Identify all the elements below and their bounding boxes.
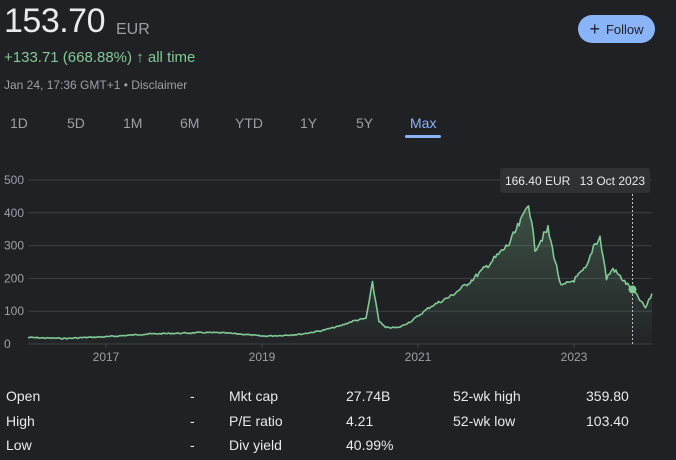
tab-1y[interactable]: 1Y	[300, 115, 318, 131]
timestamp-disclaimer: Jan 24, 17:36 GMT+1 • Disclaimer	[4, 78, 188, 92]
price-value: 153.70	[4, 2, 106, 40]
stat-mktcap-label: Mkt cap	[229, 388, 279, 404]
change-value: +133.71 (668.88%)	[4, 49, 133, 66]
stat-52wk-high-label: 52-wk high	[453, 388, 521, 404]
stat-52wk-low-label: 52-wk low	[453, 413, 516, 429]
chart-tooltip: 166.40 EUR 13 Oct 2023	[500, 168, 650, 193]
follow-label: Follow	[605, 21, 644, 37]
stat-mktcap-value: 27.74B	[346, 388, 391, 404]
tab-1m[interactable]: 1M	[123, 115, 143, 131]
y-tick-label: 0	[4, 337, 11, 351]
stat-open-label: Open	[6, 388, 41, 404]
y-tick-label: 300	[4, 239, 24, 253]
tooltip-value: 166.40 EUR	[505, 174, 571, 188]
y-tick-label: 400	[4, 206, 24, 220]
active-tab-indicator	[405, 135, 441, 138]
up-arrow-icon: ↑	[136, 49, 144, 66]
stat-open-value: -	[190, 388, 195, 404]
tab-6m[interactable]: 6M	[180, 115, 200, 131]
stat-pe-value: 4.21	[346, 413, 374, 429]
price-chart[interactable]: 0 100 200 300 400 500 2017 2019 2021 2023 166.40…	[0, 160, 676, 370]
x-tick-label: 2023	[561, 350, 588, 364]
stat-high-label: High	[6, 413, 35, 429]
y-tick-label: 100	[4, 304, 24, 318]
change-period: all time	[147, 49, 196, 66]
price-change: +133.71 (668.88%) ↑ all time	[4, 49, 195, 66]
follow-button[interactable]: + Follow	[578, 15, 655, 43]
stat-high-value: -	[190, 413, 195, 429]
tooltip-date: 13 Oct 2023	[580, 174, 646, 188]
y-tick-label: 200	[4, 271, 24, 285]
plus-icon: +	[589, 19, 600, 39]
x-tick-label: 2019	[249, 350, 276, 364]
tab-1d[interactable]: 1D	[10, 115, 28, 131]
tab-5d[interactable]: 5D	[67, 115, 85, 131]
price-line	[27, 205, 653, 340]
svg-text:166.40 EUR 13 Oct 2023: 166.40 EUR 13 Oct 2023	[505, 174, 645, 188]
tab-max[interactable]: Max	[410, 115, 437, 131]
tab-ytd[interactable]: YTD	[235, 115, 263, 131]
stat-div-value: 40.99%	[346, 437, 394, 453]
price-area	[28, 205, 652, 344]
stat-52wk-high-value: 359.80	[586, 388, 629, 404]
stat-low-value: -	[190, 437, 195, 453]
price-currency: EUR	[116, 21, 150, 38]
tab-5y[interactable]: 5Y	[356, 115, 374, 131]
x-tick-label: 2017	[93, 350, 120, 364]
stat-pe-label: P/E ratio	[229, 413, 283, 429]
range-tabs: 1D 5D 1M 6M YTD 1Y 5Y Max	[0, 115, 676, 139]
stat-52wk-low-value: 103.40	[586, 413, 629, 429]
stat-low-label: Low	[6, 437, 32, 453]
hover-point	[628, 285, 637, 294]
stat-div-label: Div yield	[229, 437, 282, 453]
y-tick-label: 500	[4, 173, 24, 187]
x-tick-label: 2021	[405, 350, 432, 364]
